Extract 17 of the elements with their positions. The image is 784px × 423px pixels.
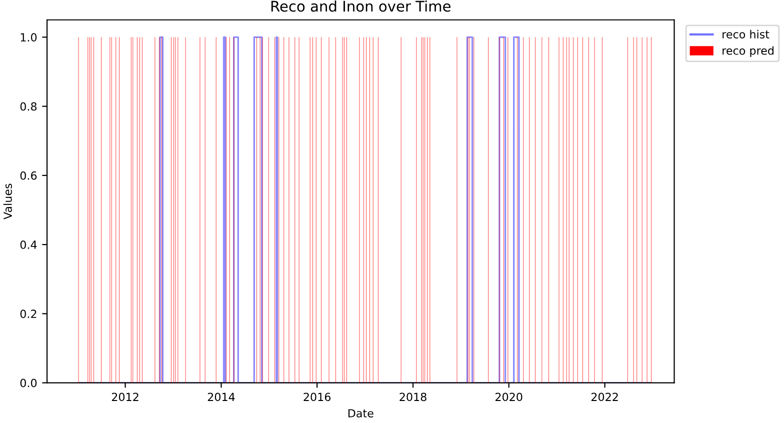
y-tick-label: 0.6 [20,171,37,180]
x-tick-label: 2022 [591,392,618,402]
y-axis-title: Values [3,184,12,220]
x-tick-label: 2018 [400,392,426,402]
y-tick-label: 0.8 [20,102,37,111]
chart-title: Reco and Inon over Time [271,0,450,12]
x-tick-label: 2014 [208,392,235,402]
x-tick-label: 2020 [496,392,522,402]
legend-label: reco pred [722,46,774,57]
y-tick-label: 0.0 [20,378,37,388]
x-axis-title: Date [348,409,374,418]
legend-label: reco hist [722,30,770,38]
x-tick-label: 2012 [112,392,138,402]
y-tick-label: 0.2 [20,310,36,318]
y-tick-label: 1.0 [20,33,37,42]
x-tick-label: 2016 [304,392,330,402]
y-tick-label: 0.4 [20,240,37,249]
